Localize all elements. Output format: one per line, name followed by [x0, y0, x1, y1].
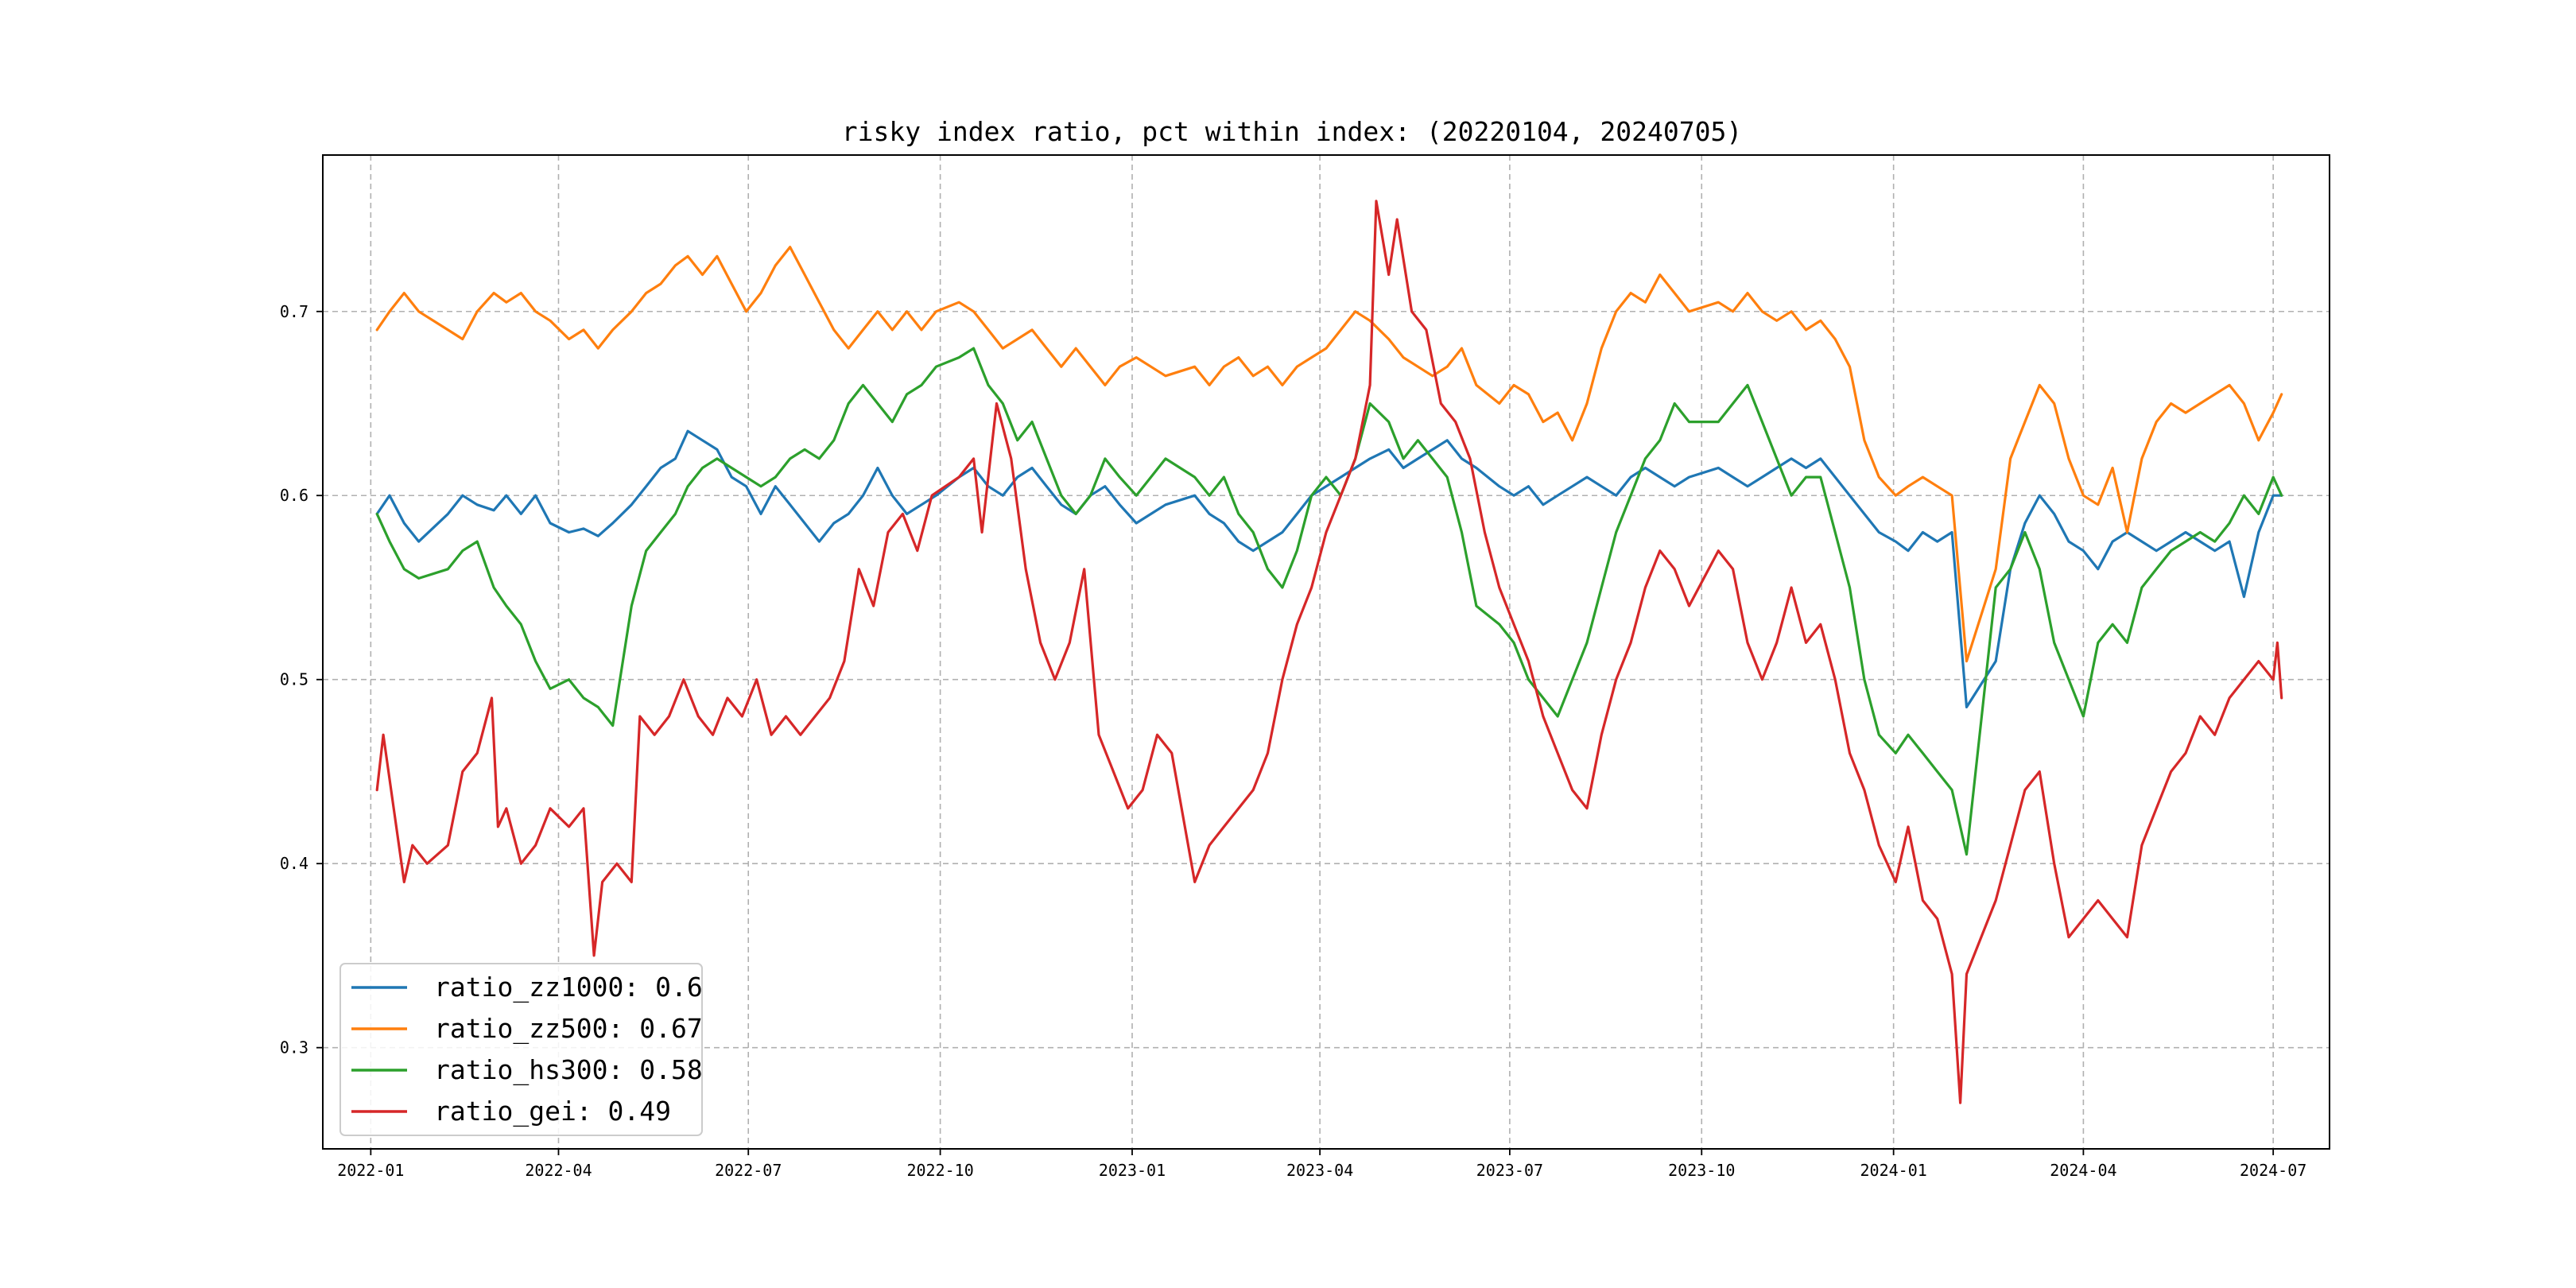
grid-lines	[323, 155, 2330, 1149]
x-tick-label: 2022-07	[715, 1161, 782, 1180]
series-line-ratio-gei	[375, 200, 2283, 1104]
y-tick-label: 0.4	[280, 854, 308, 873]
x-tick-label: 2023-01	[1099, 1161, 1166, 1180]
x-tick-label: 2022-01	[337, 1161, 404, 1180]
y-tick-label: 0.3	[280, 1038, 308, 1057]
legend-label: ratio_zz1000: 0.6	[434, 972, 703, 1003]
chart-title: risky index ratio, pct within index: (20…	[842, 116, 1742, 147]
x-tick-label: 2024-01	[1860, 1161, 1926, 1180]
x-tick-label: 2022-04	[525, 1161, 592, 1180]
series-lines	[375, 200, 2283, 1104]
series-line-ratio-hs300	[375, 347, 2283, 856]
y-tick-label: 0.5	[280, 670, 308, 689]
y-tick-label: 0.6	[280, 486, 308, 505]
y-tick-label: 0.7	[280, 302, 308, 321]
x-tick-label: 2024-04	[2050, 1161, 2116, 1180]
x-tick-label: 2024-07	[2240, 1161, 2306, 1180]
x-tick-label: 2023-10	[1668, 1161, 1735, 1180]
x-tick-label: 2022-10	[906, 1161, 973, 1180]
series-line-ratio-zz500	[375, 246, 2283, 663]
legend-label: ratio_hs300: 0.58	[434, 1054, 703, 1086]
legend-box	[339, 963, 703, 1136]
legend-label: ratio_gei: 0.49	[434, 1096, 671, 1127]
x-tick-label: 2023-04	[1286, 1161, 1353, 1180]
series-line-ratio-zz1000	[375, 429, 2283, 709]
plot-frame	[322, 154, 2330, 1150]
axis-ticks: 2022-01 2022-04 2022-07 2022-10 2023-01 2023-…	[280, 302, 2306, 1180]
legend: ratio_zz1000: 0.6 ratio_zz500: 0.67 ratio_…	[339, 963, 703, 1136]
legend-label: ratio_zz500: 0.67	[434, 1013, 703, 1045]
x-tick-label: 2023-07	[1476, 1161, 1543, 1180]
